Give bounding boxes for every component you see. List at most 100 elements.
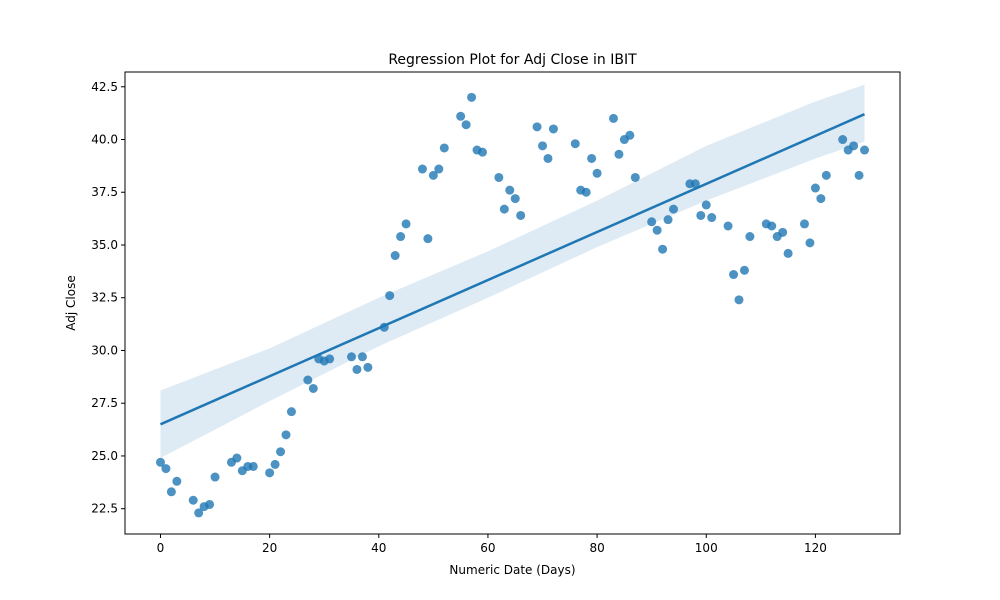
data-point <box>805 238 815 248</box>
x-axis-label: Numeric Date (Days) <box>449 563 575 577</box>
data-point <box>423 234 433 244</box>
y-tick-label: 30.0 <box>91 343 118 357</box>
data-point <box>265 468 275 478</box>
data-point <box>821 170 831 180</box>
data-point <box>286 407 296 417</box>
y-tick-label: 22.5 <box>91 502 118 516</box>
data-point <box>401 219 411 229</box>
data-point <box>166 487 176 497</box>
y-tick-label: 37.5 <box>91 185 118 199</box>
x-tick-label: 0 <box>157 541 165 555</box>
data-point <box>232 453 242 463</box>
data-point <box>428 170 438 180</box>
y-tick-label: 32.5 <box>91 291 118 305</box>
scatter-points-layer <box>155 92 870 518</box>
data-point <box>723 221 733 231</box>
chart-title: Regression Plot for Adj Close in IBIT <box>388 52 637 68</box>
data-point <box>860 145 870 155</box>
data-point <box>816 194 826 204</box>
data-point <box>172 476 182 486</box>
data-point <box>281 430 291 440</box>
data-point <box>767 221 777 231</box>
data-point <box>587 153 597 163</box>
y-axis-ticks: 22.5 25.0 27.5 30.0 32.5 35.0 37.5 40.0 42.5 <box>91 80 125 516</box>
data-point <box>276 447 286 457</box>
data-point <box>663 215 673 225</box>
data-point <box>783 248 793 258</box>
data-point <box>161 464 171 474</box>
data-point <box>581 187 591 197</box>
data-point <box>434 164 444 174</box>
data-point <box>357 352 367 362</box>
data-point <box>734 295 744 305</box>
data-point <box>194 508 204 518</box>
data-point <box>658 244 668 254</box>
data-point <box>707 213 717 223</box>
data-point <box>325 354 335 364</box>
data-point <box>690 179 700 189</box>
data-point <box>548 124 558 134</box>
axes-frame <box>124 71 901 535</box>
data-point <box>494 172 504 182</box>
data-point <box>188 495 198 505</box>
y-axis-label: Adj Close <box>64 275 78 330</box>
data-point <box>210 472 220 482</box>
data-point <box>647 217 657 227</box>
data-point <box>417 164 427 174</box>
data-point <box>592 168 602 178</box>
regression-line <box>159 113 866 426</box>
data-point <box>701 200 711 210</box>
data-point <box>439 143 449 153</box>
data-point <box>625 130 635 140</box>
data-point <box>352 364 362 374</box>
data-point <box>461 120 471 130</box>
y-tick-label: 40.0 <box>91 133 118 147</box>
x-tick-label: 120 <box>804 541 827 555</box>
data-point <box>739 265 749 275</box>
data-point <box>505 185 515 195</box>
data-point <box>538 141 548 151</box>
x-tick-label: 100 <box>695 541 718 555</box>
y-tick-label: 25.0 <box>91 449 118 463</box>
data-point <box>614 149 624 159</box>
data-point <box>570 139 580 149</box>
data-point <box>248 461 258 471</box>
data-point <box>652 225 662 235</box>
x-axis-ticks: 0 20 40 60 80 100 120 <box>157 534 827 555</box>
data-point <box>778 227 788 237</box>
data-point <box>516 210 526 220</box>
plot-area <box>155 84 870 518</box>
x-tick-label: 60 <box>480 541 495 555</box>
data-point <box>396 232 406 242</box>
y-tick-label: 27.5 <box>91 396 118 410</box>
data-point <box>456 111 466 121</box>
data-point <box>543 153 553 163</box>
x-tick-label: 20 <box>262 541 277 555</box>
data-point <box>385 291 395 301</box>
x-tick-label: 40 <box>371 541 386 555</box>
data-point <box>696 210 706 220</box>
data-point <box>390 251 400 261</box>
data-point <box>630 172 640 182</box>
data-point <box>838 135 848 145</box>
y-tick-label: 42.5 <box>91 80 118 94</box>
data-point <box>608 113 618 123</box>
data-point <box>499 204 509 214</box>
data-point <box>270 459 280 469</box>
data-point <box>303 375 313 385</box>
x-tick-label: 80 <box>589 541 604 555</box>
data-point <box>308 383 318 393</box>
data-point <box>346 352 356 362</box>
data-point <box>467 92 477 102</box>
data-point <box>854 170 864 180</box>
regression-line-layer <box>159 113 866 426</box>
data-point <box>849 141 859 151</box>
data-point <box>729 270 739 280</box>
data-point <box>510 194 520 204</box>
data-point <box>810 183 820 193</box>
data-point <box>205 499 215 509</box>
data-point <box>155 457 165 467</box>
data-point <box>532 122 542 132</box>
